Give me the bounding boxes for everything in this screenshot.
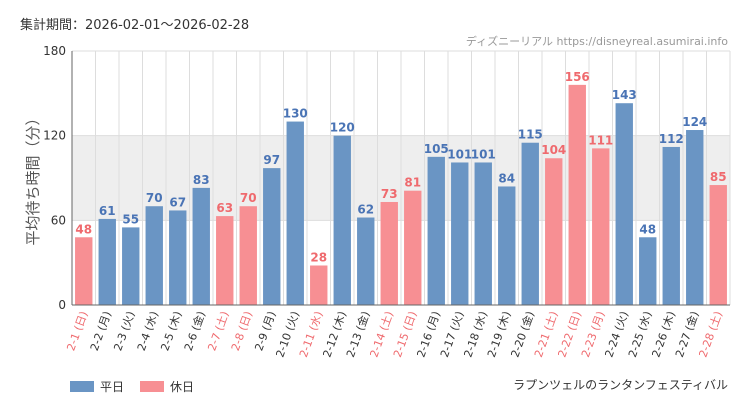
bar-value-label: 63 <box>216 201 233 215</box>
bar-weekday <box>686 130 704 305</box>
bar-value-label: 83 <box>193 173 210 187</box>
bar-holiday <box>216 216 234 305</box>
bar-holiday <box>380 201 398 305</box>
bar-weekday <box>615 103 633 305</box>
bar-weekday <box>286 121 304 305</box>
bar-value-label: 85 <box>710 170 727 184</box>
bar-value-label: 105 <box>424 142 449 156</box>
bar-value-label: 115 <box>518 128 543 142</box>
legend-label-holiday: 休日 <box>170 380 195 394</box>
bar-holiday <box>239 206 257 305</box>
attraction-name: ラプンツェルのランタンフェスティバル <box>513 378 728 392</box>
bar-weekday <box>521 142 539 305</box>
y-axis-label: 平均待ち時間（分） <box>24 110 42 245</box>
bar-holiday <box>545 158 563 305</box>
legend-swatch-holiday <box>140 381 165 392</box>
bar-weekday <box>122 227 140 305</box>
y-tick-label: 0 <box>58 298 66 312</box>
y-tick-label: 60 <box>51 213 66 227</box>
bar-holiday <box>709 185 727 305</box>
bar-value-label: 28 <box>310 250 327 264</box>
y-tick-label: 180 <box>43 44 66 58</box>
bar-value-label: 111 <box>588 133 613 147</box>
x-tick-label: 2-6 (金) <box>181 309 208 352</box>
bar-weekday <box>192 187 210 305</box>
legend-item-weekday: 平日 <box>70 378 124 395</box>
bar-weekday <box>639 237 657 305</box>
bar-value-label: 101 <box>471 147 496 161</box>
legend-item-holiday: 休日 <box>140 378 194 395</box>
legend-label-weekday: 平日 <box>100 380 125 394</box>
bar-value-label: 70 <box>146 191 163 205</box>
bar-weekday <box>169 210 187 305</box>
bar-holiday <box>404 190 422 305</box>
bar-weekday <box>263 168 281 305</box>
bar-weekday <box>662 146 680 305</box>
bar-value-label: 73 <box>381 187 398 201</box>
bar-holiday <box>75 237 93 305</box>
x-tick-label: 2-2 (月) <box>88 310 114 353</box>
x-tick-label: 2-9 (月) <box>252 310 278 353</box>
site-watermark: ディズニーリアル https://disneyreal.asumirai.inf… <box>465 35 728 48</box>
bar-weekday <box>474 162 492 305</box>
bar-value-label: 124 <box>682 115 707 129</box>
bar-value-label: 67 <box>169 195 186 209</box>
bar-holiday <box>310 265 328 305</box>
bar-holiday <box>568 84 586 305</box>
bar-value-label: 70 <box>240 191 257 205</box>
bar-value-label: 120 <box>330 121 355 135</box>
bar-weekday <box>498 186 516 305</box>
bar-weekday <box>427 156 445 305</box>
bar-value-label: 81 <box>404 176 421 190</box>
bar-weekday <box>145 206 163 305</box>
collection-period: 集計期間：2026-02-01～2026-02-28 <box>20 18 250 33</box>
bar-value-label: 104 <box>541 143 566 157</box>
bar-value-label: 112 <box>659 132 684 146</box>
bar-weekday <box>333 135 351 305</box>
bar-value-label: 61 <box>99 204 116 218</box>
bar-weekday <box>98 218 116 305</box>
bar-value-label: 156 <box>565 70 590 84</box>
x-tick-label: 2-1 (日) <box>64 310 90 353</box>
bar-value-label: 62 <box>357 203 374 217</box>
bar-weekday <box>451 162 469 305</box>
bar-value-label: 48 <box>639 222 656 236</box>
x-tick-label: 2-7 (土) <box>205 310 231 353</box>
bar-value-label: 97 <box>263 153 280 167</box>
y-tick-label: 120 <box>43 129 66 143</box>
x-tick-label: 2-3 (火) <box>111 310 137 353</box>
x-tick-label: 2-4 (水) <box>135 310 161 353</box>
x-tick-label: 2-8 (日) <box>229 310 255 353</box>
legend-swatch-weekday <box>70 381 94 392</box>
bar-value-label: 84 <box>498 171 515 185</box>
chart-legend: 平日 休日 <box>70 378 194 395</box>
bar-value-label: 130 <box>283 107 308 121</box>
bar-weekday <box>357 217 375 305</box>
x-tick-label: 2-28 (土) <box>696 310 725 360</box>
bar-value-label: 143 <box>612 88 637 102</box>
bar-value-label: 101 <box>447 147 472 161</box>
bar-holiday <box>592 148 610 305</box>
bar-value-label: 55 <box>122 212 139 226</box>
x-tick-label: 2-5 (木) <box>158 310 184 353</box>
bar-value-label: 48 <box>75 222 92 236</box>
